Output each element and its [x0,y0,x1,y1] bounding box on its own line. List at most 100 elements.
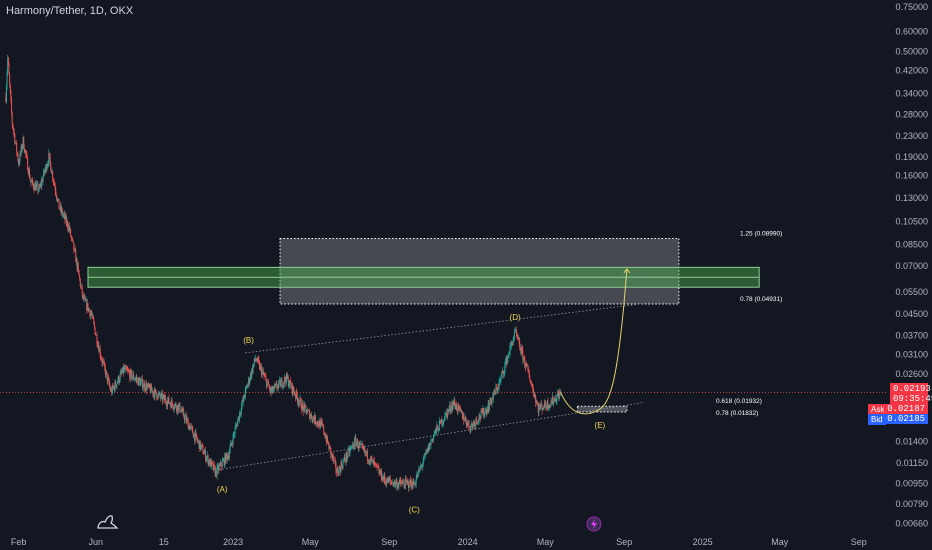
candle-body [29,178,31,181]
candle-body [13,131,15,135]
candle-body [37,184,39,192]
candle-body [343,460,345,462]
candle-body [364,451,366,453]
candle-body [461,411,463,413]
candle-body [12,123,14,129]
candle-body [152,390,154,395]
candle-body [385,481,387,485]
tradingview-logo-icon[interactable] [96,513,120,534]
candle-body [431,440,433,442]
candle-body [118,380,120,383]
candle-body [468,420,470,427]
candle-body [201,445,203,447]
candle-body [528,371,530,373]
candle-body [511,342,513,344]
candle-body [218,465,220,471]
candle-body [474,423,476,427]
candle-body [26,154,28,158]
candle-body [40,183,42,186]
candle-body [395,482,397,486]
candle-body [417,471,419,478]
candle-body [379,471,381,475]
candle-body [255,358,257,361]
candle-body [431,438,433,441]
ask-label: Ask [868,404,888,415]
time-tick-label: Sep [851,537,867,547]
candle-body [39,183,41,187]
lightning-icon[interactable] [586,516,602,537]
candle-body [111,385,113,394]
candle-body [169,403,171,404]
wave-label: (C) [409,505,420,514]
candle-body [16,142,18,153]
ask-value: 0.02187 [884,404,928,414]
candle-body [384,475,386,481]
candle-body [202,446,204,454]
candle-body [478,414,480,421]
candle-body [292,386,294,394]
candle-body [481,410,483,414]
candle-body [390,481,392,483]
bid-label: Bid [868,414,886,425]
candle-body [476,418,478,421]
candle-body [365,451,367,455]
candle-body [423,455,425,462]
candle-body [126,369,128,371]
candle-body [248,378,250,384]
candle-body [131,370,133,379]
candle-body [513,330,515,338]
candle-body [350,446,352,448]
candle-body [325,436,327,438]
price-axis-bg [887,0,932,550]
candle-body [359,442,361,445]
candle-body [294,394,296,398]
candle-body [533,394,535,397]
candle-body [252,365,254,373]
candle-body [311,414,313,419]
candle-body [352,444,354,448]
candle-body [38,190,40,192]
candle-body [217,465,219,471]
candle-body [119,373,121,381]
candle-body [399,479,401,484]
candle-body [373,460,375,465]
candle-body [445,412,447,414]
candle-body [246,386,248,388]
candle-body [55,190,57,195]
candle-body [325,436,327,443]
candle-body [236,424,238,427]
candle-body [130,370,132,371]
candle-body [352,444,354,446]
candle-body [280,381,282,387]
candle-body [368,460,370,463]
candle-body [271,390,273,393]
candle-body [178,405,180,412]
candle-body [212,462,214,464]
candle-body [465,417,467,421]
candle-body [336,469,338,473]
candle-body [226,455,228,460]
candle-body [254,358,256,361]
candle-body [451,404,453,411]
candle-body [494,392,496,395]
candle-body [407,481,409,482]
candle-body [357,440,359,448]
candle-body [522,350,524,361]
candle-body [447,410,449,412]
candle-body [303,406,305,412]
candle-body [189,426,191,430]
candle-body [345,460,347,462]
candle-body [107,377,109,382]
candle-body [334,460,336,463]
candle-body [524,365,526,368]
candle-body [485,409,487,411]
candle-body [442,424,444,426]
candle-body [232,434,234,445]
fib-zones [0,237,887,413]
candle-body [118,376,120,383]
candle-body [56,198,58,201]
candle-body [108,379,110,385]
candle-body [465,420,467,425]
candle-body [428,444,430,451]
